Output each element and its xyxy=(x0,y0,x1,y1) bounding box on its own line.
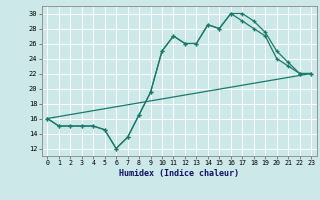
X-axis label: Humidex (Indice chaleur): Humidex (Indice chaleur) xyxy=(119,169,239,178)
